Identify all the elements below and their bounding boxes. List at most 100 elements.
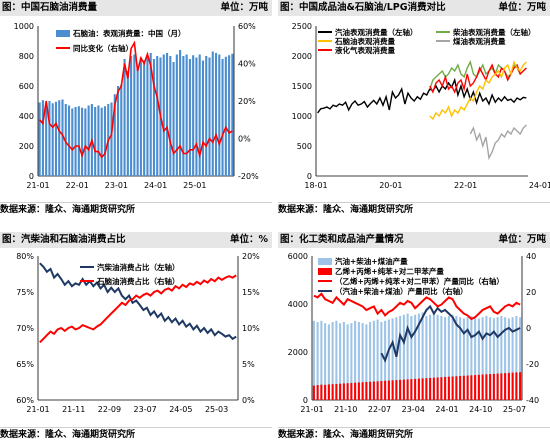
bar-oil-products: [440, 316, 443, 400]
bar: [54, 101, 58, 176]
y-tick-label-right: -20: [526, 360, 539, 369]
y-tick-label-left: 200: [19, 142, 34, 151]
bar-oil-products: [504, 317, 507, 400]
legend-label: （汽油+柴油+煤油）产量同比（右轴）: [335, 286, 468, 296]
bar: [58, 100, 61, 176]
legend-label: 煤油表观消费量: [453, 36, 506, 46]
bar-chemicals: [447, 376, 450, 400]
bar-oil-products: [402, 314, 405, 400]
bar: [126, 71, 129, 176]
y-tick-label-left: 60%: [16, 396, 34, 405]
bar: [51, 103, 54, 176]
bar-oil-products: [316, 322, 319, 400]
bar: [120, 84, 123, 176]
x-tick-label: 24-01: [144, 181, 167, 190]
bar-oil-products: [331, 322, 334, 400]
y-tick-label-right: 15%: [242, 288, 260, 297]
y-tick-label-left: 6000: [288, 252, 308, 261]
bar-oil-products: [477, 318, 480, 400]
legend-label: （乙烯+丙烯+纯苯+对二甲苯）产量同比（右轴）: [335, 276, 504, 286]
bar-oil-products: [369, 322, 372, 400]
legend-label: 汽柴油消费占比（左轴）: [97, 262, 180, 272]
y-tick-label-left: 65%: [16, 360, 34, 369]
panel-consumption-share: 图：汽柴油和石脑油消费占比 单位：% 60% 65% 70% 75% 80% 0% 5% 10…: [0, 232, 272, 442]
bar-chemicals: [395, 380, 398, 400]
bar: [84, 108, 87, 176]
y-tick-label-right: 10%: [242, 324, 260, 333]
bar: [94, 107, 97, 176]
bar-chemicals: [459, 376, 462, 400]
panel-source: 数据来源：隆众、海通期货研究所: [278, 427, 550, 442]
chart-oil-vs-naphtha-lpg: 0 500 1000 1500 2000 2500 18-01 20-01 22-01 24-01…: [292, 22, 550, 190]
panel-title-bar: 图：中国石脑油消费量 单位：万吨: [0, 0, 272, 16]
y-tick-label-right: 20%: [238, 97, 256, 106]
series-line-3: [469, 124, 527, 161]
bar-oil-products: [511, 317, 514, 400]
x-tick-label: 24-01: [435, 405, 458, 414]
x-tick-label: 22-09: [98, 405, 121, 414]
bar-chemicals: [312, 385, 315, 400]
chart-consumption-share: 60% 65% 70% 75% 80% 0% 5% 10% 15% 20% 21-01 21-11 22…: [16, 252, 260, 414]
x-tick-label: 21-10: [334, 405, 357, 414]
bar-oil-products: [447, 316, 450, 400]
bar: [116, 86, 120, 176]
x-tick-label: 22-07: [368, 405, 391, 414]
y-tick-label-right: -40: [526, 396, 539, 405]
y-tick-label: 0: [307, 172, 312, 181]
bar-chemicals: [500, 373, 503, 400]
bar-chemicals: [492, 373, 495, 400]
bar: [195, 57, 198, 176]
bar: [64, 104, 67, 176]
legend-swatch: [318, 258, 332, 265]
panel-title-bar: 图：中国成品油&石脑油/LPG消费对比 单位：万吨: [278, 0, 550, 16]
legend-label: 石脑油表观消费量: [334, 36, 395, 46]
panel-title: 图：化工类和成品油产量情况: [280, 234, 404, 245]
panel-naphtha-consumption: 图：中国石脑油消费量 单位：万吨 0 200 400 600 800 1000 60% 40%…: [0, 0, 272, 218]
bar: [81, 107, 84, 176]
bar-oil-products: [327, 324, 330, 400]
bar: [139, 57, 142, 176]
bar: [208, 57, 211, 176]
legend-label: 石脑油：表观消费量：中国（月）: [72, 28, 186, 38]
bar-chemicals: [365, 382, 368, 400]
bar-chemicals: [372, 381, 375, 400]
y-tick-label: 2000: [292, 52, 312, 61]
bar: [38, 102, 41, 176]
series-line-yoy: [39, 40, 233, 159]
bar-chemicals: [474, 375, 477, 400]
x-tick-label: 23-07: [134, 405, 157, 414]
chart-chemicals-vs-oil-output: 0 2000 4000 6000 40 20 0 -20 -40 21-01 21-10 22-07 2…: [288, 252, 539, 414]
bar-oil-products: [519, 317, 522, 400]
bar-oil-products: [492, 318, 495, 400]
bar-chemicals: [380, 381, 383, 400]
bar-chemicals: [489, 374, 492, 400]
panel-title: 图：汽柴油和石脑油消费占比: [2, 234, 126, 245]
bar: [165, 53, 169, 176]
bar: [162, 54, 165, 176]
y-tick-label-right: 0%: [242, 396, 255, 405]
bar-oil-products: [414, 314, 417, 400]
bar-chemicals: [402, 379, 405, 400]
bar-chemicals: [361, 382, 364, 400]
legend-label: 石脑油消费占比（右轴）: [96, 276, 180, 286]
legend-label: 汽油+柴油+煤油产量: [335, 256, 408, 266]
series-line-2: [429, 63, 527, 94]
bar-chemicals: [339, 383, 342, 400]
bar-chemicals: [432, 377, 435, 400]
x-tick-label: 21-01: [26, 181, 49, 190]
bar-chemicals: [462, 375, 465, 400]
panel-oil-vs-naphtha-lpg: 图：中国成品油&石脑油/LPG消费对比 单位：万吨 0 500 1000 1500 20…: [278, 0, 550, 218]
bar-chemicals: [417, 378, 420, 400]
series-line-1: [429, 60, 527, 90]
bar: [74, 107, 77, 176]
y-tick-label-left: 70%: [16, 324, 34, 333]
series-line-naphtha-share: [39, 274, 237, 344]
y-tick-label-right: 60%: [238, 22, 256, 31]
x-tick-label: 24-05: [169, 405, 192, 414]
bar-chemicals: [507, 372, 510, 400]
bar: [224, 56, 227, 176]
bar: [123, 59, 126, 176]
bar-chemicals: [477, 374, 480, 400]
bar: [87, 105, 90, 176]
panel-unit: 单位：万吨: [498, 2, 546, 13]
